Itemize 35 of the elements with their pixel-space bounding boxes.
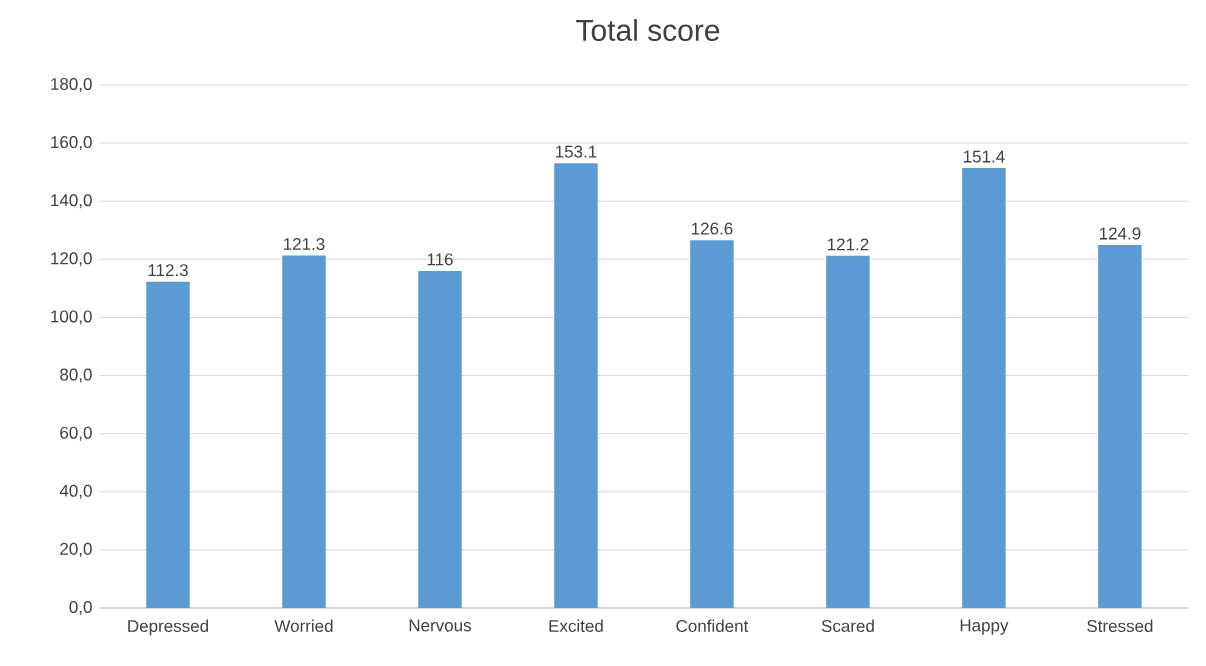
y-tick-label: 40,0	[59, 484, 92, 499]
data-label: 116	[427, 253, 453, 266]
x-tick-label: Worried	[274, 619, 333, 633]
data-label: 126.6	[691, 222, 733, 235]
data-label: 112.3	[148, 264, 188, 277]
x-tick-label: Happy	[960, 619, 1009, 635]
x-tick-label: Excited	[549, 619, 603, 633]
x-tick-label: Depressed	[128, 619, 208, 636]
bar	[554, 163, 598, 608]
bar	[418, 270, 462, 608]
data-label: 151.4	[963, 150, 1005, 163]
data-label: 124.9	[1099, 227, 1141, 240]
x-tick-label: Nervous	[409, 619, 471, 632]
bar	[1098, 245, 1142, 608]
bar	[962, 168, 1006, 608]
y-tick-label: 80,0	[60, 368, 92, 383]
y-tick-label: 0,0	[69, 600, 92, 616]
y-tick-label: 20,0	[60, 542, 92, 557]
data-label: 153.1	[555, 145, 597, 158]
bar	[826, 255, 870, 608]
chart-title: Total score	[576, 18, 720, 42]
y-tick-label: 180,0	[51, 77, 92, 93]
bar	[146, 281, 190, 608]
y-tick-label: 60,0	[60, 426, 92, 441]
x-tick-label: Confident	[676, 619, 749, 633]
x-tick-label: Scared	[821, 619, 874, 633]
y-tick-label: 160,0	[51, 136, 92, 151]
y-tick-label: 120,0	[51, 252, 92, 267]
data-label: 121.3	[284, 237, 325, 251]
bar	[690, 240, 734, 608]
y-tick-label: 100,0	[51, 310, 92, 325]
bar	[282, 255, 326, 608]
x-tick-label: Stressed	[1087, 619, 1153, 633]
data-label: 121.2	[827, 238, 869, 251]
y-tick-label: 140,0	[51, 194, 92, 209]
